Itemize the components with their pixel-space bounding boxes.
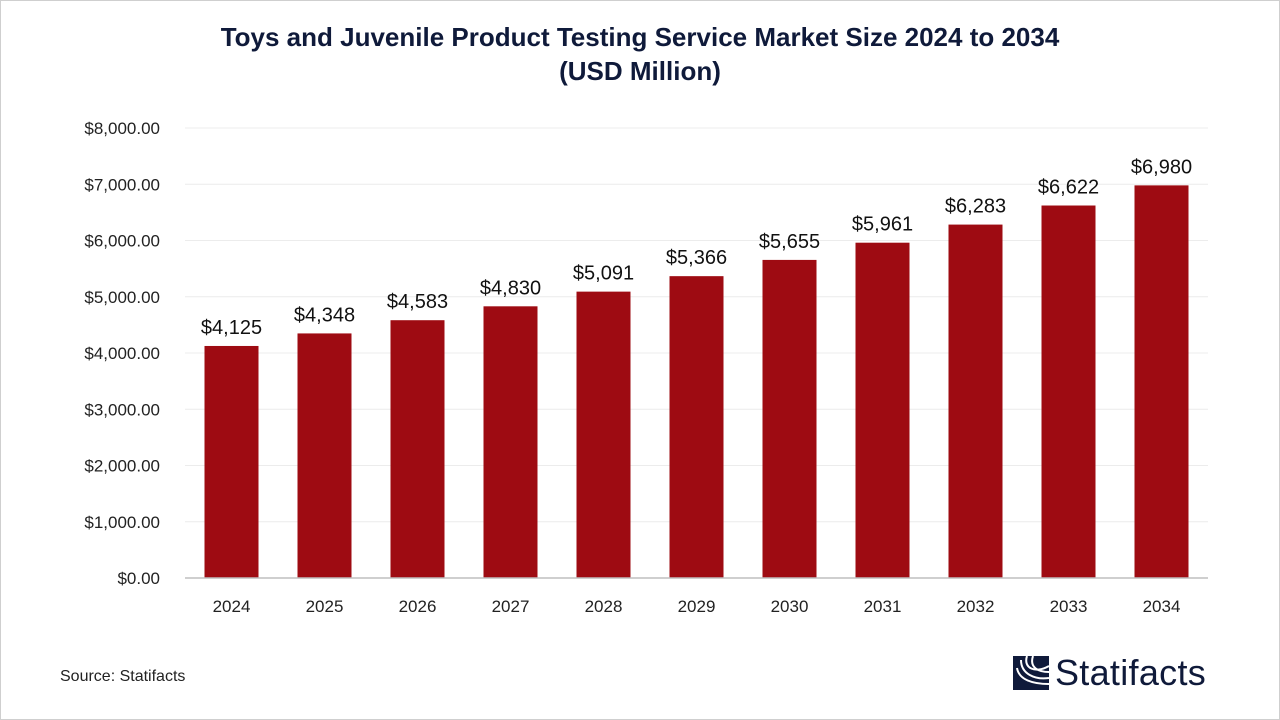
chart-subtitle: (USD Million) — [559, 56, 721, 86]
x-tick-label: 2034 — [1143, 597, 1181, 616]
bar — [1041, 205, 1096, 578]
y-tick-label: $4,000.00 — [84, 344, 160, 363]
data-label: $6,980 — [1131, 156, 1192, 178]
y-tick-label: $0.00 — [117, 569, 160, 588]
data-label: $4,125 — [201, 317, 262, 339]
bar — [855, 242, 910, 578]
statifacts-logo-icon — [1013, 656, 1049, 690]
x-tick-label: 2029 — [678, 597, 716, 616]
data-label: $4,583 — [387, 291, 448, 313]
y-tick-label: $5,000.00 — [84, 288, 160, 307]
data-label: $5,961 — [852, 214, 913, 236]
bar — [669, 276, 724, 578]
chart-title-main: Toys and Juvenile Product Testing Servic… — [220, 22, 1060, 52]
statifacts-logo: Statifacts — [1013, 652, 1206, 694]
data-label: $5,655 — [759, 231, 820, 253]
bar — [390, 320, 445, 578]
y-tick-label: $2,000.00 — [84, 457, 160, 476]
data-label: $6,622 — [1038, 177, 1099, 199]
bar — [762, 259, 817, 578]
data-label: $6,283 — [945, 196, 1006, 218]
y-tick-label: $1,000.00 — [84, 513, 160, 532]
y-tick-label: $8,000.00 — [84, 119, 160, 138]
bar — [297, 333, 352, 578]
x-tick-label: 2024 — [213, 597, 251, 616]
x-tick-label: 2027 — [492, 597, 530, 616]
bar — [948, 224, 1003, 579]
x-tick-label: 2026 — [399, 597, 437, 616]
bar — [483, 306, 538, 578]
data-label: $4,348 — [294, 304, 355, 326]
data-label: $5,091 — [573, 263, 634, 285]
bar — [1134, 185, 1189, 578]
x-tick-label: 2033 — [1050, 597, 1088, 616]
chart-title: Toys and Juvenile Product Testing Servic… — [0, 20, 1280, 88]
source-note: Source: Statifacts — [60, 668, 186, 685]
statifacts-logo-text: Statifacts — [1055, 652, 1207, 693]
y-tick-label: $6,000.00 — [84, 232, 160, 251]
y-tick-label: $3,000.00 — [84, 400, 160, 419]
x-tick-label: 2030 — [771, 597, 809, 616]
x-tick-label: 2025 — [306, 597, 344, 616]
x-tick-label: 2028 — [585, 597, 623, 616]
data-label: $5,366 — [666, 247, 727, 269]
bar — [576, 291, 631, 578]
y-tick-label: $7,000.00 — [84, 175, 160, 194]
x-tick-label: 2031 — [864, 597, 902, 616]
data-label: $4,830 — [480, 277, 541, 299]
bar — [204, 345, 259, 578]
x-tick-label: 2032 — [957, 597, 995, 616]
